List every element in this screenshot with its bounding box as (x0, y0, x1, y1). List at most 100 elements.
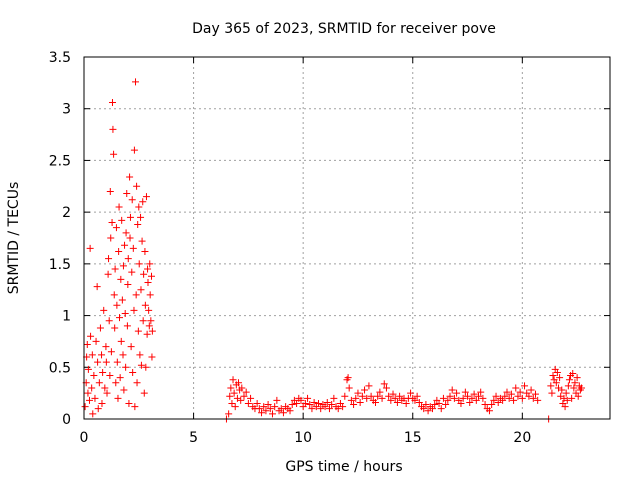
data-point (413, 392, 421, 400)
data-point (472, 396, 480, 404)
data-point (521, 382, 529, 390)
data-point (118, 216, 126, 224)
data-point (380, 380, 388, 388)
data-point (111, 324, 119, 332)
data-point (573, 374, 581, 382)
data-point (115, 203, 123, 211)
data-point (110, 291, 118, 299)
data-point (391, 394, 399, 402)
data-point (367, 392, 375, 400)
data-point (136, 351, 144, 359)
data-point (376, 388, 384, 396)
data-point (107, 348, 115, 356)
data-point (115, 247, 123, 255)
data-point (140, 270, 148, 278)
data-point (137, 286, 145, 294)
data-point (428, 405, 436, 413)
data-point (304, 394, 312, 402)
data-point (128, 268, 136, 276)
y-tick-label: 0 (62, 412, 71, 428)
data-point (143, 330, 151, 338)
data-point (260, 403, 268, 411)
data-point (124, 281, 132, 289)
data-point (347, 396, 355, 404)
data-point (525, 392, 533, 400)
y-tick-label: 1 (62, 309, 71, 325)
data-point (134, 327, 142, 335)
data-point (90, 372, 98, 380)
data-point (148, 272, 156, 280)
data-point (262, 407, 270, 415)
data-point (510, 396, 518, 404)
data-point (325, 405, 333, 413)
data-point (108, 99, 116, 107)
data-point (87, 332, 95, 340)
data-point (238, 384, 246, 392)
data-point (453, 389, 461, 397)
data-point (226, 392, 234, 400)
data-point (253, 399, 261, 407)
data-point (578, 384, 586, 392)
data-point (310, 398, 318, 406)
data-point (499, 396, 507, 404)
data-point (119, 262, 127, 270)
data-point (371, 398, 379, 406)
y-tick-label: 0.5 (49, 360, 71, 376)
data-point (130, 146, 138, 154)
data-point (112, 379, 120, 387)
data-point (564, 382, 572, 390)
x-tick-label: 5 (189, 430, 198, 446)
data-point (103, 389, 111, 397)
data-point (529, 394, 537, 402)
data-point (516, 388, 524, 396)
data-point (247, 394, 255, 402)
data-point (549, 372, 557, 380)
data-point (116, 314, 124, 322)
data-point (374, 392, 382, 400)
data-point (228, 399, 236, 407)
data-point (570, 384, 578, 392)
data-point (382, 384, 390, 392)
data-point (279, 409, 287, 417)
data-point (129, 368, 137, 376)
data-point (132, 291, 140, 299)
data-point (534, 396, 542, 404)
data-point (242, 388, 250, 396)
data-point (88, 384, 96, 392)
data-point (492, 392, 500, 400)
data-point (439, 394, 447, 402)
data-point (225, 410, 233, 418)
data-point (255, 405, 263, 413)
data-point (531, 390, 539, 398)
data-point (494, 398, 502, 406)
data-point (396, 392, 404, 400)
data-point (229, 376, 237, 384)
data-point (92, 337, 100, 345)
data-point (488, 401, 496, 409)
data-point (558, 386, 566, 394)
data-point (142, 193, 150, 201)
data-point (140, 389, 148, 397)
data-point (135, 203, 143, 211)
data-point (101, 384, 109, 392)
data-point (411, 396, 419, 404)
data-point (273, 396, 281, 404)
data-point (387, 396, 395, 404)
data-point (475, 392, 482, 400)
data-point (389, 390, 397, 398)
data-point (450, 394, 458, 402)
data-point (547, 382, 555, 390)
y-tick-labels: 0 0.5 1 1.5 2 2.5 3 3.5 (49, 50, 71, 428)
data-point (132, 78, 140, 86)
data-point (133, 379, 141, 387)
data-point (571, 379, 579, 387)
data-point (105, 317, 113, 325)
data-point (114, 394, 122, 402)
data-point (422, 401, 430, 409)
data-point (308, 405, 316, 413)
data-point (424, 407, 432, 415)
data-point (268, 410, 276, 418)
data-point (128, 196, 136, 204)
